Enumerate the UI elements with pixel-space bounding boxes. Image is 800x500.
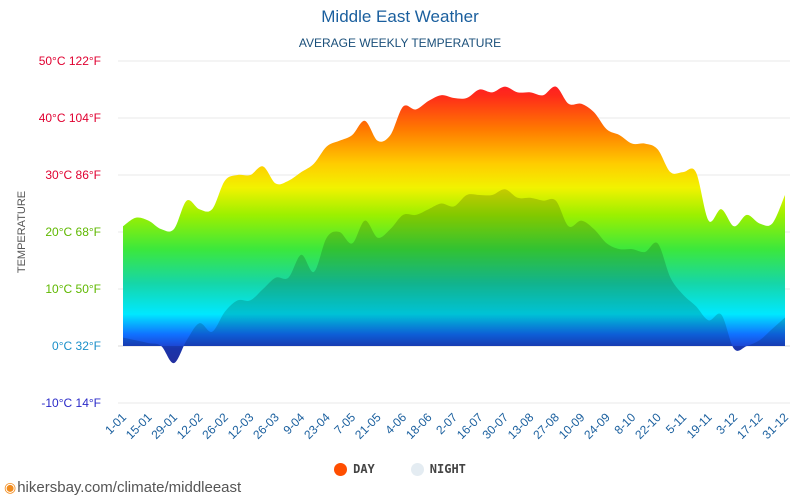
legend-item-day[interactable]: DAY: [334, 462, 375, 476]
x-tick-label: 13-08: [505, 410, 537, 442]
x-tick-label: 16-07: [454, 410, 486, 442]
y-tick-label: -10°C 14°F: [41, 396, 101, 410]
x-tick-labels: 1-0115-0129-0112-0226-0212-0326-039-0423…: [102, 410, 791, 442]
x-tick-label: 26-03: [250, 410, 282, 442]
x-tick-label: 27-08: [530, 410, 562, 442]
x-tick-label: 22-10: [632, 410, 664, 442]
legend-swatch-night: [410, 462, 424, 476]
y-tick-label: 0°C 32°F: [52, 339, 101, 353]
y-tick-label: 40°C 104°F: [39, 111, 101, 125]
location-pin-icon: ◉: [4, 479, 17, 495]
y-tick-labels: 50°C 122°F 40°C 104°F 30°C 86°F 20°C 68°F 10…: [39, 54, 101, 410]
y-tick-label: 20°C 68°F: [45, 225, 101, 239]
x-tick-label: 15-01: [123, 410, 155, 442]
x-tick-label: 18-06: [403, 410, 435, 442]
plot-area: [123, 86, 785, 364]
series-shade-night: [123, 189, 785, 364]
chart-subtitle: AVERAGE WEEKLY TEMPERATURE: [298, 36, 502, 50]
x-tick-label: 21-05: [352, 410, 384, 442]
x-tick-label: 29-01: [148, 410, 180, 442]
y-tick-label: 30°C 86°F: [45, 168, 101, 182]
x-tick-label: 12-03: [225, 410, 257, 442]
y-tick-label: 10°C 50°F: [45, 282, 101, 296]
x-tick-label: 26-02: [199, 410, 231, 442]
x-tick-label: 23-04: [301, 410, 333, 442]
chart-legend: DAY NIGHT: [0, 462, 800, 476]
legend-item-night[interactable]: NIGHT: [410, 462, 466, 476]
x-tick-label: 12-02: [174, 410, 206, 442]
legend-label-day: DAY: [353, 462, 375, 476]
x-tick-label: 17-12: [734, 410, 766, 442]
x-tick-label: 24-09: [581, 410, 613, 442]
source-link[interactable]: ◉ hikersbay.com/climate/middleeast: [4, 479, 241, 496]
source-url: hikersbay.com/climate/middleeast: [17, 479, 242, 496]
legend-swatch-day: [334, 462, 348, 476]
x-tick-label: 10-09: [556, 410, 588, 442]
legend-label-night: NIGHT: [429, 462, 466, 476]
chart-title: Middle East Weather: [321, 7, 479, 26]
x-tick-label: 31-12: [760, 410, 792, 442]
series-area-night: [123, 189, 785, 364]
y-tick-label: 50°C 122°F: [39, 54, 101, 68]
y-axis-label: TEMPERATURE: [16, 191, 28, 273]
x-tick-label: 30-07: [479, 410, 511, 442]
x-tick-label: 19-11: [684, 410, 715, 441]
